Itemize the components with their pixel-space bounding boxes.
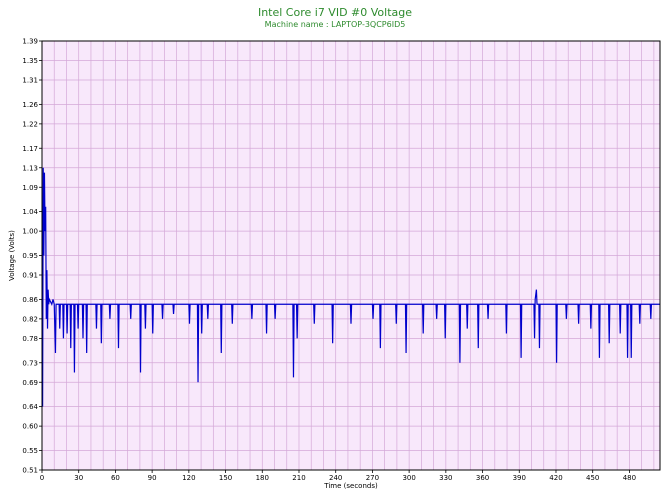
chart-subtitle: Machine name : LAPTOP-3QCP6ID5 [264,20,406,29]
y-axis-label: Voltage (Volts) [8,230,16,281]
y-tick-label: 0.86 [22,296,38,304]
y-tick-label: 0.91 [22,272,38,280]
y-tick-label: 0.60 [22,423,38,431]
x-tick-label: 60 [111,474,120,482]
x-tick-label: 390 [513,474,526,482]
x-tick-label: 420 [549,474,562,482]
x-tick-label: 330 [439,474,452,482]
x-tick-label: 450 [586,474,599,482]
x-tick-label: 300 [402,474,415,482]
x-tick-label: 0 [40,474,44,482]
y-tick-label: 0.82 [22,315,38,323]
x-tick-label: 150 [219,474,232,482]
x-axis-ticks: 0 30 60 90 120 150 180 210 240 270 300 330 360 390 420… [40,470,636,482]
y-tick-label: 1.04 [22,208,38,216]
x-tick-label: 480 [623,474,636,482]
x-tick-label: 270 [366,474,379,482]
y-tick-label: 0.64 [22,403,38,411]
y-tick-label: 1.13 [22,164,38,172]
y-tick-label: 1.00 [22,228,38,236]
y-axis-ticks: 0.51 0.55 0.60 0.64 0.69 0.73 0.78 0.82 0.86 0.91… [22,38,42,475]
y-tick-label: 0.78 [22,335,38,343]
y-tick-label: 1.09 [22,184,38,192]
y-tick-label: 1.17 [22,145,38,153]
x-tick-label: 90 [148,474,157,482]
x-tick-label: 210 [292,474,305,482]
y-tick-label: 1.31 [22,77,38,85]
y-tick-label: 0.51 [22,467,38,475]
y-tick-label: 0.95 [22,252,38,260]
y-tick-label: 0.55 [22,447,38,455]
x-tick-label: 120 [182,474,195,482]
y-tick-label: 1.26 [22,101,38,109]
x-axis-label: Time (seconds) [323,482,378,490]
y-tick-label: 0.73 [22,359,38,367]
x-tick-label: 30 [74,474,83,482]
x-tick-label: 240 [329,474,342,482]
voltage-series-line [41,167,660,407]
x-tick-label: 180 [256,474,269,482]
x-tick-label: 360 [476,474,489,482]
y-tick-label: 1.22 [22,120,38,128]
plot-frame [41,40,661,471]
chart-title: Intel Core i7 VID #0 Voltage [257,6,413,19]
y-tick-label: 1.39 [22,38,38,46]
y-tick-label: 0.69 [22,379,38,387]
y-tick-label: 1.35 [22,57,38,65]
